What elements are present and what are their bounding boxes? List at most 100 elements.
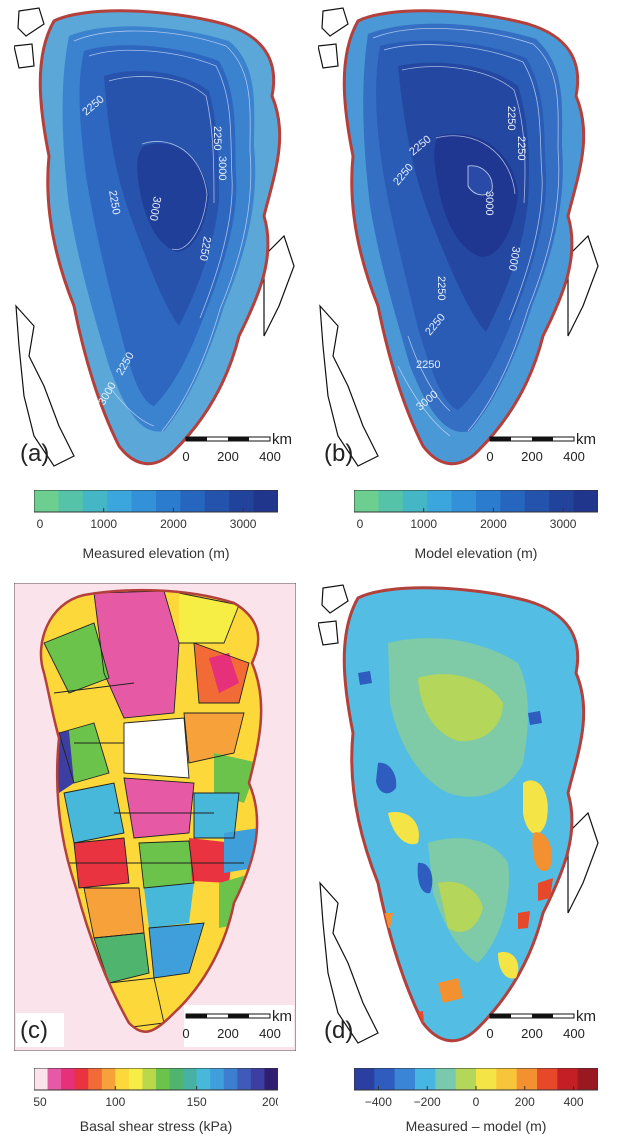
- colorbar-title: Basal shear stress (kPa): [79, 1118, 233, 1134]
- panel-c: km 0 200 400 (c): [14, 583, 296, 1051]
- scale-tick: 400: [259, 449, 281, 464]
- scale-unit: km: [272, 1008, 292, 1025]
- colorbar-swatch: [573, 490, 599, 512]
- colorbar-swatch: [427, 490, 453, 512]
- colorbar-swatch: [476, 490, 501, 512]
- coastline-fragments: [14, 7, 295, 467]
- colorbar-swatch: [549, 490, 575, 512]
- colorbar-tick-label: 200: [515, 1095, 535, 1109]
- colorbar-swatch: [223, 1068, 238, 1090]
- elevation-bands: [62, 26, 256, 432]
- colorbar-tick-label: 100: [105, 1095, 125, 1109]
- contour-label: 3000: [483, 191, 495, 215]
- scale-tick: 400: [563, 449, 585, 464]
- colorbar-swatch: [354, 1068, 375, 1090]
- colorbar-swatch: [107, 490, 133, 512]
- scale-tick: 0: [182, 1026, 189, 1041]
- contour-label: 3000: [216, 156, 228, 180]
- colorbar-tick-label: 2000: [160, 517, 187, 531]
- colorbar-ticks: 0 1000 2000 3000: [33, 508, 257, 531]
- colorbar-tick-label: 3000: [230, 517, 257, 531]
- panel-c-map: km 0 200 400 (c): [14, 583, 296, 1051]
- colorbar-tick-label: 0: [37, 517, 44, 531]
- colorbar-swatch: [451, 490, 477, 512]
- scale-tick: 400: [259, 1026, 281, 1041]
- colorbar-ticks: 0 1000 2000 3000: [353, 508, 577, 531]
- colorbar-swatch: [374, 1068, 396, 1090]
- contour-label: 2250: [416, 359, 440, 371]
- scale-tick: 0: [486, 1026, 493, 1041]
- colorbar-ticks: 50 100 150 200: [33, 1086, 282, 1109]
- colorbar-swatch: [142, 1068, 157, 1090]
- scale-bar-background: [184, 1005, 294, 1047]
- contour-label: 2250: [515, 136, 527, 160]
- colorbar-svg: 0 1000 2000 3000: [33, 489, 279, 531]
- colorbar-swatch: [101, 1068, 116, 1090]
- panel-b-map: 2250 2250 2250 3000 3000 2250 2250 2250 …: [318, 7, 599, 467]
- colorbar-swatch: [58, 490, 84, 512]
- contour-label: 3000: [147, 195, 163, 221]
- colorbar-swatch: [455, 1068, 477, 1090]
- colorbar-swatch: [183, 1068, 198, 1090]
- colorbar-swatch: [82, 490, 108, 512]
- colorbar-swatch: [210, 1068, 225, 1090]
- colorbar-swatch: [354, 490, 379, 512]
- difference-field: [358, 638, 553, 1025]
- contour-label: 2250: [435, 276, 447, 300]
- contour-label: 2250: [197, 235, 213, 261]
- colorbar-swatch: [229, 490, 255, 512]
- contour-label: 2250: [106, 189, 122, 215]
- panel-label: (a): [20, 440, 49, 467]
- colorbar-swatch: [496, 1068, 518, 1090]
- panel-a: 2250 2250 3000 3000 2250 2250 2250 3000 …: [14, 6, 296, 474]
- colorbar-swatch: [156, 490, 181, 512]
- colorbar-tick-label: −200: [414, 1095, 441, 1109]
- panel-label: (b): [324, 440, 353, 467]
- colorbar-swatch: [435, 1068, 457, 1090]
- scale-bar: km 0 200 400: [182, 1008, 292, 1041]
- colorbar-swatch: [516, 1068, 538, 1090]
- colorbar-swatch: [74, 1068, 89, 1090]
- colorbar-swatch: [476, 1068, 497, 1090]
- contour-lines: [372, 28, 560, 437]
- coastline-fragments: [318, 7, 599, 467]
- colorbar-tick-label: 1000: [410, 517, 437, 531]
- colorbar-swatch: [115, 1068, 130, 1090]
- scale-tick: 0: [182, 449, 189, 464]
- contour-label: 2250: [211, 126, 223, 150]
- scale-tick: 200: [521, 1026, 543, 1041]
- colorbar-swatch: [378, 490, 404, 512]
- colorbar-tick-label: 400: [564, 1095, 584, 1109]
- colorbar-tick-label: 200: [262, 1095, 278, 1109]
- colorbar-swatch: [500, 490, 526, 512]
- panel-label-background: [16, 1013, 64, 1047]
- scale-tick: 200: [521, 449, 543, 464]
- colorbar-swatches: [354, 490, 599, 512]
- colorbar-title: Measured – model (m): [405, 1118, 547, 1134]
- colorbar-tick-label: 50: [34, 1095, 47, 1109]
- scale-tick: 200: [217, 1026, 239, 1041]
- colorbar-swatch: [169, 1068, 184, 1090]
- panel-a-map: 2250 2250 3000 3000 2250 2250 2250 3000 …: [14, 7, 295, 467]
- colorbar-swatch: [394, 1068, 416, 1090]
- colorbar-swatch: [180, 490, 206, 512]
- panel-d-map: km 0 200 400 (d): [318, 584, 599, 1044]
- panel-d: km 0 200 400 (d): [318, 583, 600, 1051]
- colorbar-swatch: [264, 1068, 279, 1090]
- colorbar-tick-label: 3000: [550, 517, 577, 531]
- colorbar-swatch: [577, 1068, 599, 1090]
- colorbar-swatches: [34, 1068, 279, 1090]
- colorbar-svg: 50 100 150 200: [33, 1067, 282, 1109]
- colorbar-swatch: [61, 1068, 76, 1090]
- colorbar-swatches: [354, 1068, 599, 1090]
- colorbar-swatch: [34, 490, 59, 512]
- colorbar-tick-label: 0: [357, 517, 364, 531]
- coastline-fragments: [318, 584, 599, 1044]
- colorbar-measured-elevation: 0 1000 2000 3000 Measured elevation (m): [33, 489, 279, 561]
- scale-tick: 200: [217, 449, 239, 464]
- colorbar-swatch: [196, 1068, 211, 1090]
- ice-sheet-outline: [39, 588, 263, 1033]
- scale-tick: 400: [563, 1026, 585, 1041]
- colorbar-swatch: [131, 490, 157, 512]
- scale-bar: km 0 200 400: [486, 1008, 596, 1041]
